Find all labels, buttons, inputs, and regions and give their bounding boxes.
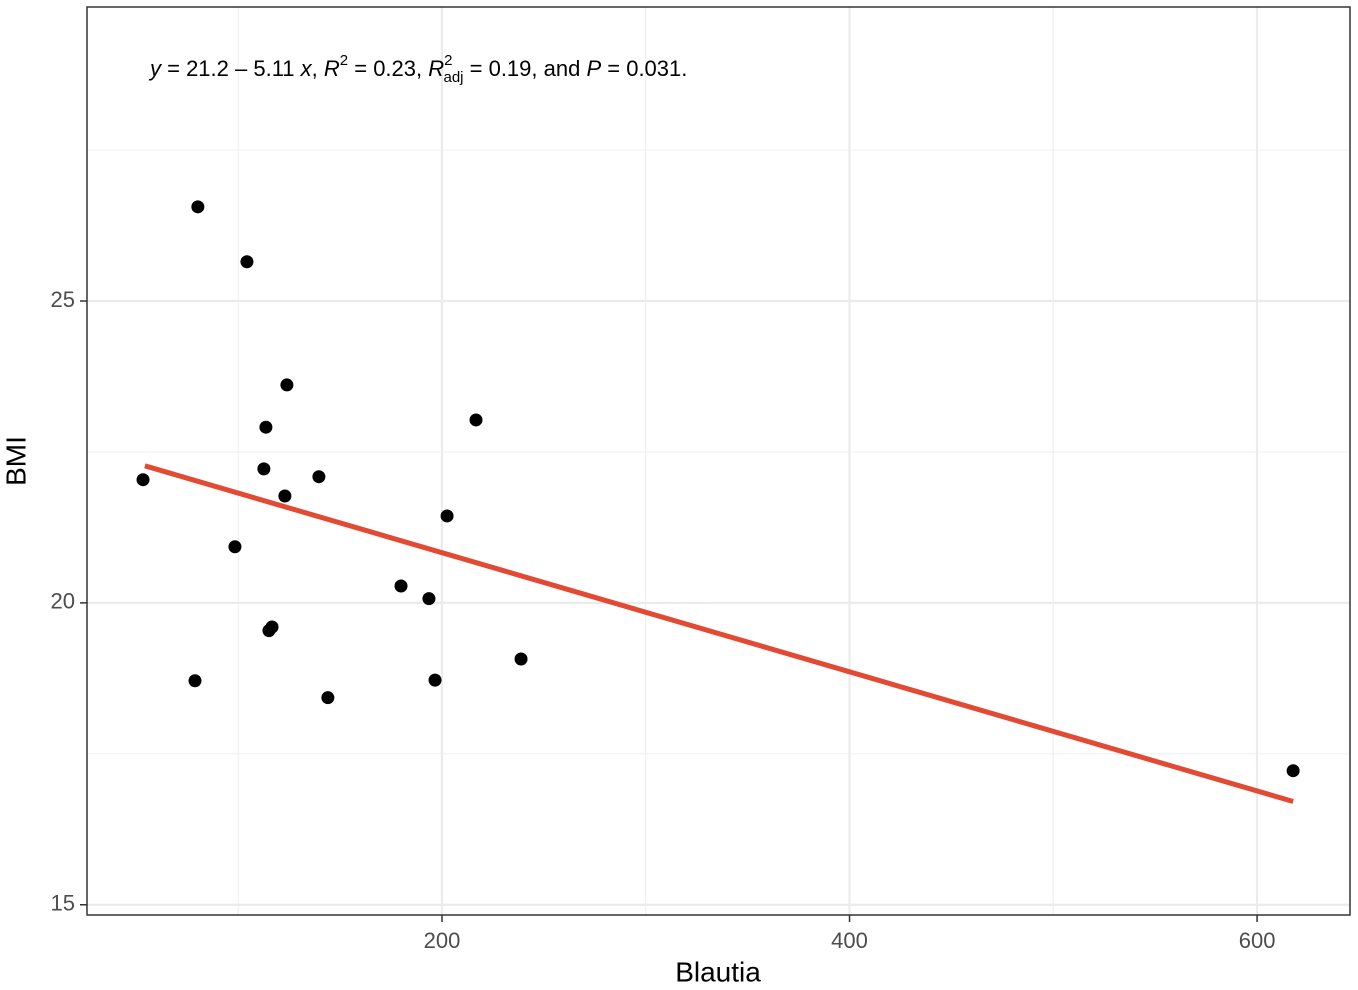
x-tick-label: 600 xyxy=(1239,928,1276,953)
x-tick-label: 200 xyxy=(424,928,461,953)
ann-part: R xyxy=(428,56,444,81)
point xyxy=(440,509,454,523)
ann-part: P xyxy=(586,56,601,81)
fit-line xyxy=(144,463,1294,804)
y-axis-title: BMI xyxy=(0,436,31,486)
ann-part: = 21.2 – 5.11 xyxy=(161,56,301,81)
ann-part: , xyxy=(312,56,324,81)
point xyxy=(1286,764,1300,778)
y-tick-label: 20 xyxy=(51,589,75,614)
panel-border xyxy=(86,6,1351,916)
point xyxy=(257,462,271,476)
fit-layer xyxy=(144,463,1294,804)
point xyxy=(469,413,483,427)
point xyxy=(188,674,202,688)
point xyxy=(259,420,273,434)
point xyxy=(262,624,276,638)
point xyxy=(136,473,150,487)
ann-part: = 0.23, xyxy=(348,56,428,81)
points-layer xyxy=(136,200,1300,778)
ann-part: R xyxy=(324,56,340,81)
point xyxy=(514,652,528,666)
ann-part: = 0.031. xyxy=(601,56,687,81)
point xyxy=(394,579,408,593)
ann-sup: 2 xyxy=(444,52,452,69)
ann-sub: adj xyxy=(443,69,463,86)
point xyxy=(280,378,294,392)
y-tick-label: 25 xyxy=(51,287,75,312)
grid xyxy=(87,7,1350,915)
ann-part: x xyxy=(300,56,313,81)
point xyxy=(228,540,242,554)
point xyxy=(240,255,254,269)
point xyxy=(278,489,292,503)
x-tick-label: 400 xyxy=(831,928,868,953)
point xyxy=(312,470,326,484)
ann-part: y xyxy=(148,56,163,81)
annotation: y = 21.2 – 5.11 x, R2 = 0.23, R2 adj = 0.… xyxy=(148,52,687,86)
ann-part: = 0.19, and xyxy=(464,56,587,81)
y-tick-label: 15 xyxy=(51,891,75,916)
point xyxy=(191,200,205,214)
ann-sup: 2 xyxy=(340,52,348,69)
x-axis-title: Blautia xyxy=(675,956,761,987)
point xyxy=(422,592,436,606)
point xyxy=(321,691,335,705)
point xyxy=(428,673,442,687)
